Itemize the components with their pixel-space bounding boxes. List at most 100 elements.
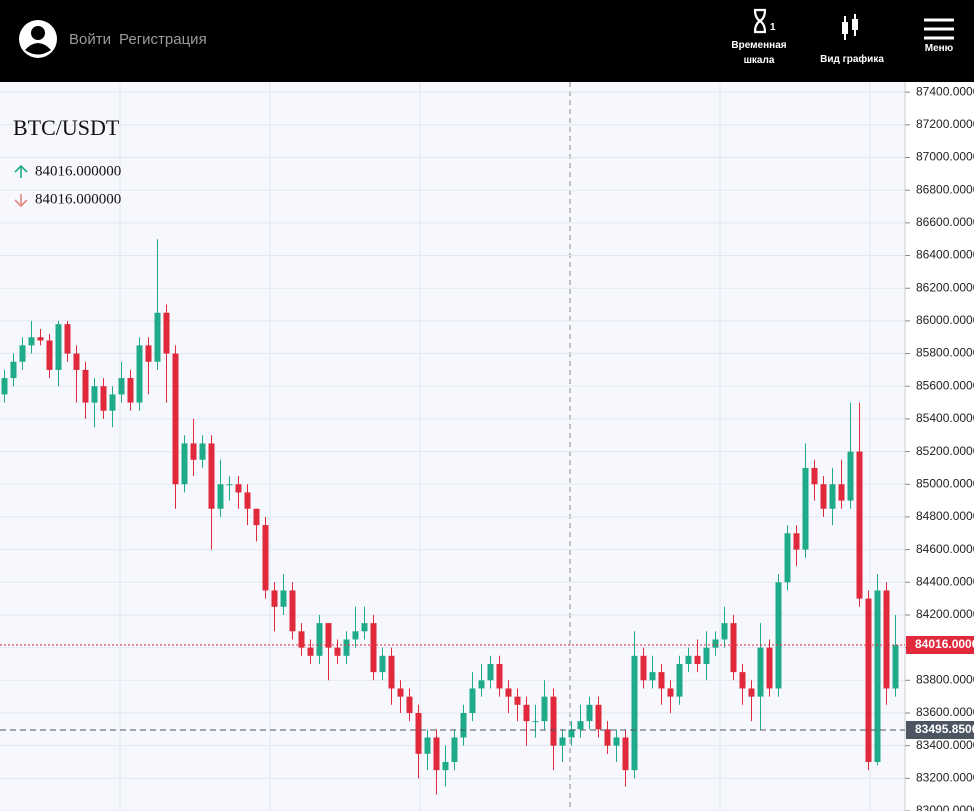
candle-body: [82, 369, 89, 403]
candle-body: [541, 696, 548, 722]
candle-body: [640, 655, 647, 681]
candle-body: [829, 484, 836, 509]
time-grid: [119, 82, 871, 811]
menu-icon[interactable]: [923, 17, 955, 41]
y-tick-label: 83600.0000: [916, 705, 974, 719]
candle-body: [748, 688, 755, 697]
candle-body: [766, 647, 773, 689]
y-tick-label: 86600.0000: [916, 215, 974, 229]
y-tick-label: 83400.0000: [916, 738, 974, 752]
y-tick-label: 84200.0000: [916, 607, 974, 621]
candle-body: [244, 492, 251, 509]
candle-body: [676, 663, 683, 697]
candle-body: [388, 655, 395, 689]
candle-body: [55, 324, 62, 370]
candle-body: [181, 443, 188, 485]
y-tick-label: 86000.0000: [916, 313, 974, 327]
candle-body: [469, 688, 476, 713]
legend-up: 84016.000000: [35, 163, 121, 179]
candle-body: [235, 484, 242, 493]
candle-body: [811, 467, 818, 485]
candle-body: [136, 345, 143, 403]
user-icon[interactable]: [18, 19, 58, 59]
candle-body: [712, 639, 719, 648]
candle-body: [298, 631, 305, 648]
candle-body: [433, 737, 440, 771]
candle-body: [442, 761, 449, 771]
candle-body: [199, 443, 206, 460]
candle-body: [550, 696, 557, 746]
candle-body: [352, 631, 359, 640]
candle-body: [730, 623, 737, 673]
candle-body: [775, 582, 782, 689]
header: Войти Регистрация 1 Временная шкала Вид …: [0, 0, 974, 82]
candle-body: [10, 361, 17, 379]
menu-label[interactable]: Меню: [924, 43, 954, 54]
candle-body: [523, 704, 530, 722]
candle-body: [892, 645, 899, 689]
candle-body: [100, 386, 107, 411]
candle-body: [595, 704, 602, 730]
candle-body: [604, 729, 611, 746]
candle-body: [685, 655, 692, 664]
candle-body: [19, 345, 26, 362]
y-tick-label: 86800.0000: [916, 182, 974, 196]
candle-body: [271, 590, 278, 607]
candle-body: [649, 672, 656, 681]
candle-body: [307, 647, 314, 656]
candle-body: [1, 378, 8, 395]
candle-body: [109, 394, 116, 411]
price-axis-bg: [905, 82, 974, 811]
down-arrow: [14, 194, 28, 208]
candle-body: [37, 337, 44, 341]
plot-bg: [0, 82, 905, 811]
legend-down: 84016.000000: [35, 191, 121, 207]
hourglass-icon[interactable]: [751, 8, 771, 34]
chart-title: BTC/USDT: [13, 115, 120, 140]
candle-body: [802, 467, 809, 550]
candle-body: [487, 663, 494, 681]
candle-body: [622, 737, 629, 771]
y-tick-label: 85400.0000: [916, 411, 974, 425]
candle-body: [154, 312, 161, 362]
register-link[interactable]: Регистрация: [119, 31, 207, 48]
y-tick-label: 86200.0000: [916, 280, 974, 294]
candle-body: [46, 340, 53, 370]
candle-body: [280, 590, 287, 607]
candle-body: [559, 737, 566, 746]
candle-body: [505, 688, 512, 697]
chart-view-icon[interactable]: [840, 14, 862, 42]
timeframe-value: 1: [770, 22, 776, 33]
candle-body: [217, 484, 224, 509]
chart-view-label[interactable]: Вид графика: [820, 54, 884, 65]
price-label: 84016.0000: [915, 637, 974, 651]
candle-body: [415, 712, 422, 754]
candle-body: [577, 721, 584, 730]
candle-body: [739, 672, 746, 689]
candle-body: [874, 590, 881, 762]
candle-body: [424, 737, 431, 754]
candle-body: [631, 655, 638, 771]
candle-body: [208, 443, 215, 509]
candle-body: [838, 484, 845, 501]
y-tick-label: 84600.0000: [916, 542, 974, 556]
y-tick-label: 85200.0000: [916, 444, 974, 458]
candle-body: [496, 663, 503, 689]
login-link[interactable]: Войти: [69, 31, 111, 48]
candle-body: [262, 525, 269, 591]
candle-body: [847, 451, 854, 501]
candle-body: [658, 672, 665, 689]
y-tick-label: 86400.0000: [916, 248, 974, 262]
candle-body: [820, 484, 827, 509]
candle-body: [613, 737, 620, 746]
candle-body: [253, 508, 260, 526]
candle-body: [793, 533, 800, 550]
candle-body: [370, 623, 377, 673]
timeframe-label[interactable]: Временная шкала: [731, 40, 787, 66]
candle-body: [226, 484, 233, 486]
up-arrow: [14, 164, 28, 178]
y-tick-label: 87200.0000: [916, 117, 974, 131]
candle-body: [343, 639, 350, 656]
candle-body: [289, 590, 296, 632]
